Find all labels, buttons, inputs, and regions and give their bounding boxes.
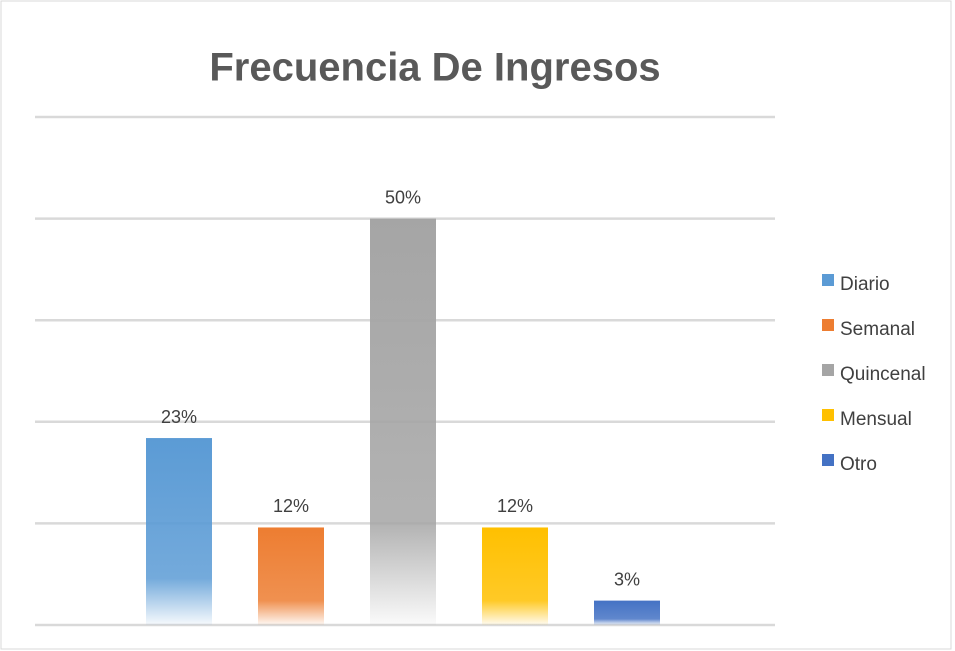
bar [594, 600, 660, 625]
bar [258, 527, 324, 625]
legend-swatch [822, 409, 834, 421]
legend-swatch [822, 319, 834, 331]
chart-title: Frecuencia De Ingresos [209, 46, 660, 90]
legend-label: Mensual [840, 409, 912, 430]
legend-label: Diario [840, 274, 890, 295]
data-label: 12% [273, 496, 309, 516]
legend-label: Otro [840, 454, 877, 475]
legend-swatch [822, 364, 834, 376]
legend-swatch [822, 454, 834, 466]
data-label: 12% [497, 496, 533, 516]
legend-swatch [822, 274, 834, 286]
data-label: 50% [385, 187, 421, 207]
data-label: 3% [614, 569, 640, 589]
legend-label: Quincenal [840, 364, 926, 385]
bar [146, 438, 212, 625]
legend-label: Semanal [840, 319, 915, 340]
data-label: 23% [161, 407, 197, 427]
bar [370, 218, 436, 625]
bar [482, 527, 548, 625]
